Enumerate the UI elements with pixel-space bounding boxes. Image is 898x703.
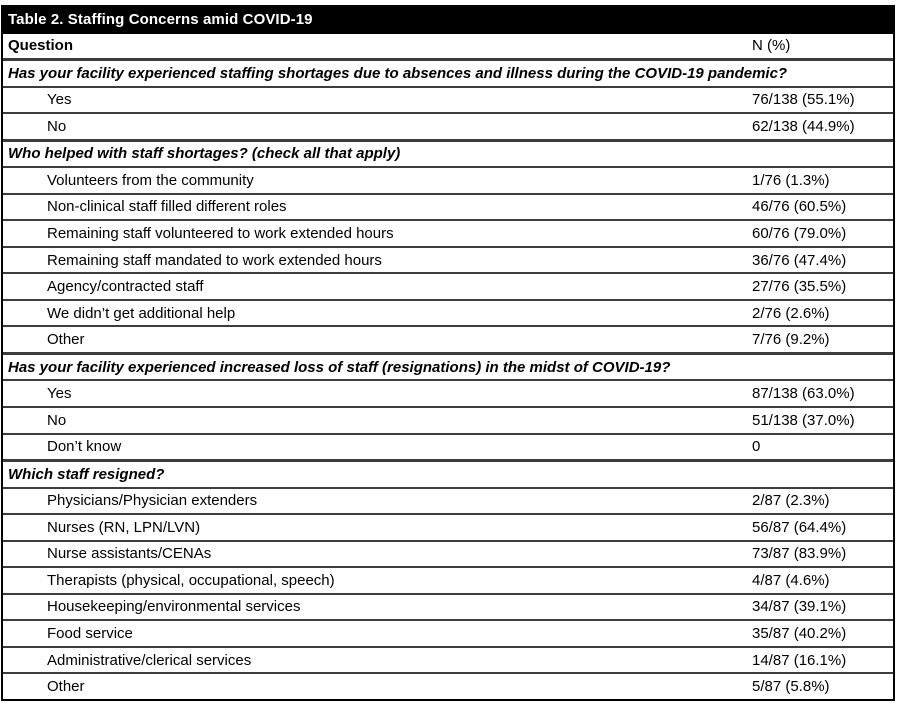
row-value: 51/138 (37.0%) [752, 411, 855, 429]
row-label: Yes [47, 385, 72, 403]
row-label: Housekeeping/environmental services [47, 598, 301, 616]
row-value: 7/76 (9.2%) [752, 331, 830, 349]
row-value: 2/87 (2.3%) [752, 492, 830, 510]
row-value: 5/87 (5.8%) [752, 678, 830, 696]
row-value: 46/76 (60.5%) [752, 198, 847, 216]
table-row: We didn’t get additional help 2/76 (2.6%… [3, 301, 893, 328]
row-value: 62/138 (44.9%) [752, 117, 855, 135]
row-value: 27/76 (35.5%) [752, 278, 847, 296]
row-label: Non-clinical staff filled different role… [47, 198, 287, 216]
row-label: Therapists (physical, occupational, spee… [47, 571, 335, 589]
row-value: 0 [752, 438, 761, 456]
column-header-question: Question [8, 37, 74, 55]
row-value: 1/76 (1.3%) [752, 171, 830, 189]
table-header-row: Question N (%) [3, 34, 893, 61]
table-row: Food service 35/87 (40.2%) [3, 621, 893, 648]
section-row-who-helped: Who helped with staff shortages? (check … [3, 140, 893, 169]
row-label: No [47, 117, 67, 135]
table-row: Yes 76/138 (55.1%) [3, 88, 893, 115]
section-row-loss-of-staff: Has your facility experienced increased … [3, 353, 893, 382]
table-row: Yes 87/138 (63.0%) [3, 381, 893, 408]
section-row-which-staff-resigned: Which staff resigned? [3, 461, 893, 489]
row-value: 60/76 (79.0%) [752, 225, 847, 243]
row-value: 14/87 (16.1%) [752, 651, 847, 669]
row-label: No [47, 411, 67, 429]
table-row: Other 5/87 (5.8%) [3, 674, 893, 699]
row-value: 76/138 (55.1%) [752, 91, 855, 109]
table-row: Remaining staff mandated to work extende… [3, 248, 893, 275]
table-row: Remaining staff volunteered to work exte… [3, 221, 893, 248]
table-row: Housekeeping/environmental services 34/8… [3, 595, 893, 622]
table-row: Nurse assistants/CENAs 73/87 (83.9%) [3, 542, 893, 569]
table-row: No 51/138 (37.0%) [3, 408, 893, 435]
row-value: 35/87 (40.2%) [752, 624, 847, 642]
table-row: No 62/138 (44.9%) [3, 114, 893, 141]
section-label: Which staff resigned? [8, 465, 165, 483]
row-value: 34/87 (39.1%) [752, 598, 847, 616]
row-label: We didn’t get additional help [47, 304, 236, 322]
column-header-n-pct: N (%) [752, 37, 791, 55]
row-label: Yes [47, 91, 72, 109]
row-value: 2/76 (2.6%) [752, 304, 830, 322]
row-label: Volunteers from the community [47, 171, 254, 189]
section-label: Has your facility experienced increased … [8, 358, 671, 376]
table-row: Non-clinical staff filled different role… [3, 195, 893, 222]
row-value: 4/87 (4.6%) [752, 571, 830, 589]
table-row: Physicians/Physician extenders 2/87 (2.3… [3, 489, 893, 516]
row-value: 87/138 (63.0%) [752, 385, 855, 403]
row-label: Nurse assistants/CENAs [47, 545, 212, 563]
row-value: 56/87 (64.4%) [752, 518, 847, 536]
section-label: Who helped with staff shortages? (check … [8, 145, 401, 163]
row-label: Other [47, 678, 85, 696]
staffing-concerns-table: Table 2. Staffing Concerns amid COVID-19… [1, 5, 895, 701]
row-label: Administrative/clerical services [47, 651, 252, 669]
row-label: Nurses (RN, LPN/LVN) [47, 518, 201, 536]
table-row: Nurses (RN, LPN/LVN) 56/87 (64.4%) [3, 515, 893, 542]
table-row: Other 7/76 (9.2%) [3, 327, 893, 354]
row-label: Remaining staff mandated to work extende… [47, 251, 382, 269]
row-label: Agency/contracted staff [47, 278, 204, 296]
row-label: Other [47, 331, 85, 349]
table-title-bar: Table 2. Staffing Concerns amid COVID-19 [3, 7, 893, 34]
row-label: Food service [47, 624, 133, 642]
row-value: 36/76 (47.4%) [752, 251, 847, 269]
row-value: 73/87 (83.9%) [752, 545, 847, 563]
row-label: Don’t know [47, 438, 122, 456]
section-label: Has your facility experienced staffing s… [8, 64, 788, 82]
table-row: Agency/contracted staff 27/76 (35.5%) [3, 274, 893, 301]
table-row: Administrative/clerical services 14/87 (… [3, 648, 893, 675]
section-row-staffing-shortages: Has your facility experienced staffing s… [3, 60, 893, 88]
table-title: Table 2. Staffing Concerns amid COVID-19 [8, 10, 313, 28]
table-row: Volunteers from the community 1/76 (1.3%… [3, 168, 893, 195]
row-label: Remaining staff volunteered to work exte… [47, 225, 394, 243]
table-row: Therapists (physical, occupational, spee… [3, 568, 893, 595]
row-label: Physicians/Physician extenders [47, 492, 258, 510]
table-row: Don’t know 0 [3, 435, 893, 462]
